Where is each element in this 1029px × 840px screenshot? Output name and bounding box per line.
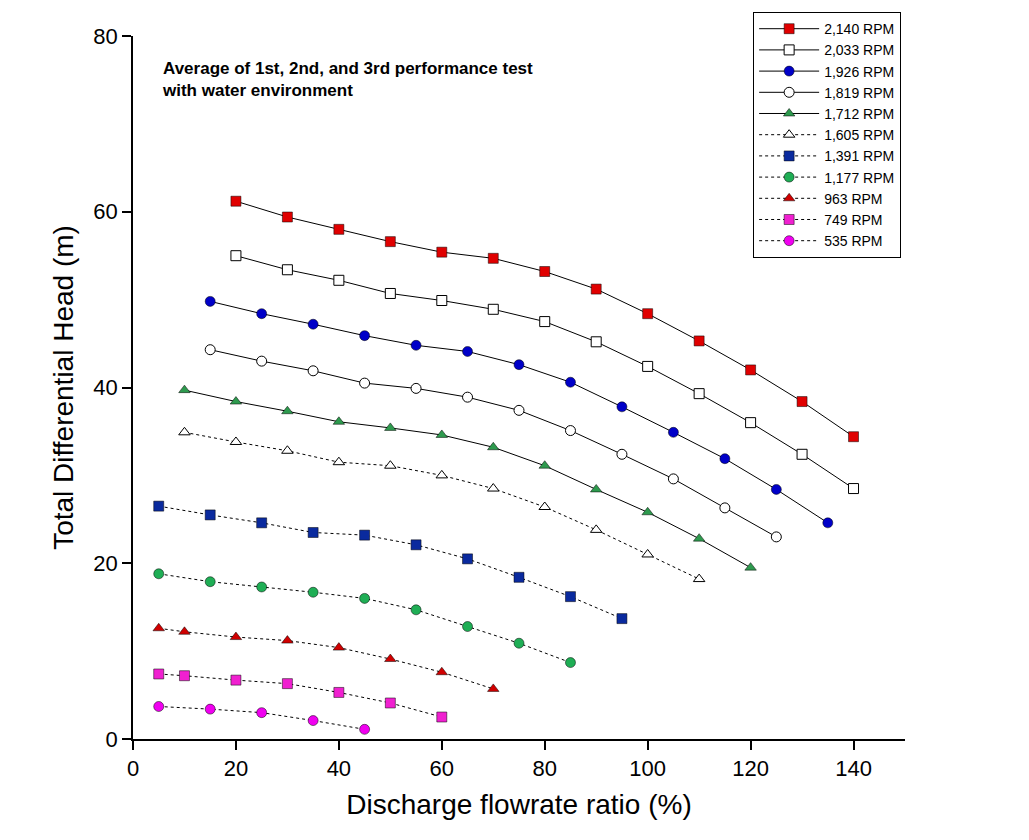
svg-text:80: 80 [93, 24, 117, 49]
svg-text:120: 120 [732, 756, 769, 781]
svg-text:Total Differential Head (m): Total Differential Head (m) [48, 225, 79, 550]
svg-text:1,391 RPM: 1,391 RPM [824, 148, 894, 164]
svg-text:40: 40 [327, 756, 351, 781]
svg-text:20: 20 [224, 756, 248, 781]
svg-text:60: 60 [93, 199, 117, 224]
svg-text:20: 20 [93, 551, 117, 576]
svg-text:100: 100 [629, 756, 666, 781]
svg-text:Average of 1st, 2nd, and 3rd p: Average of 1st, 2nd, and 3rd performance… [162, 59, 533, 100]
svg-text:749 RPM: 749 RPM [824, 212, 882, 228]
svg-text:1,605 RPM: 1,605 RPM [824, 127, 894, 143]
svg-text:140: 140 [835, 756, 872, 781]
svg-text:2,140 RPM: 2,140 RPM [824, 21, 894, 37]
svg-text:963 RPM: 963 RPM [824, 191, 882, 207]
svg-text:535 RPM: 535 RPM [824, 233, 882, 249]
svg-text:1,712 RPM: 1,712 RPM [824, 106, 894, 122]
svg-text:80: 80 [532, 756, 556, 781]
svg-text:Discharge flowrate ratio (%): Discharge flowrate ratio (%) [346, 789, 691, 820]
svg-text:0: 0 [106, 727, 118, 752]
svg-text:1,177 RPM: 1,177 RPM [824, 170, 894, 186]
svg-text:40: 40 [93, 375, 117, 400]
svg-text:2,033 RPM: 2,033 RPM [824, 42, 894, 58]
svg-text:1,819 RPM: 1,819 RPM [824, 85, 894, 101]
svg-text:0: 0 [127, 756, 139, 781]
svg-text:1,926 RPM: 1,926 RPM [824, 64, 894, 80]
svg-text:60: 60 [430, 756, 454, 781]
